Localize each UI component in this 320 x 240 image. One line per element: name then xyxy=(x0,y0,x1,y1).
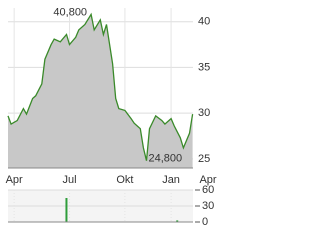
y-tick-label: 30 xyxy=(202,200,214,212)
high-label: 40,800 xyxy=(53,6,87,18)
low-label: 24,800 xyxy=(148,153,182,165)
price-line xyxy=(7,12,194,161)
x-tick-label: Apr xyxy=(6,174,23,186)
x-tick-label: Apr xyxy=(199,174,216,186)
chart: 25 30 35 40 Apr Jul Okt Jan Apr 40,800 24,800 0 30 60 xyxy=(6,6,217,228)
x-tick-label: Okt xyxy=(116,174,133,186)
y-tick-label: 35 xyxy=(198,61,210,73)
y-tick-label: 0 xyxy=(202,216,208,228)
area-fill xyxy=(8,14,193,169)
y-tick-label: 60 xyxy=(202,184,214,196)
x-tick-label: Jul xyxy=(63,174,77,186)
y-tick-label: 30 xyxy=(198,107,210,119)
y-tick-label: 25 xyxy=(198,153,210,165)
volume-bar xyxy=(65,198,68,222)
y-tick-label: 40 xyxy=(198,16,210,28)
volume-bar xyxy=(176,220,179,222)
x-tick-label: Jan xyxy=(162,174,180,186)
